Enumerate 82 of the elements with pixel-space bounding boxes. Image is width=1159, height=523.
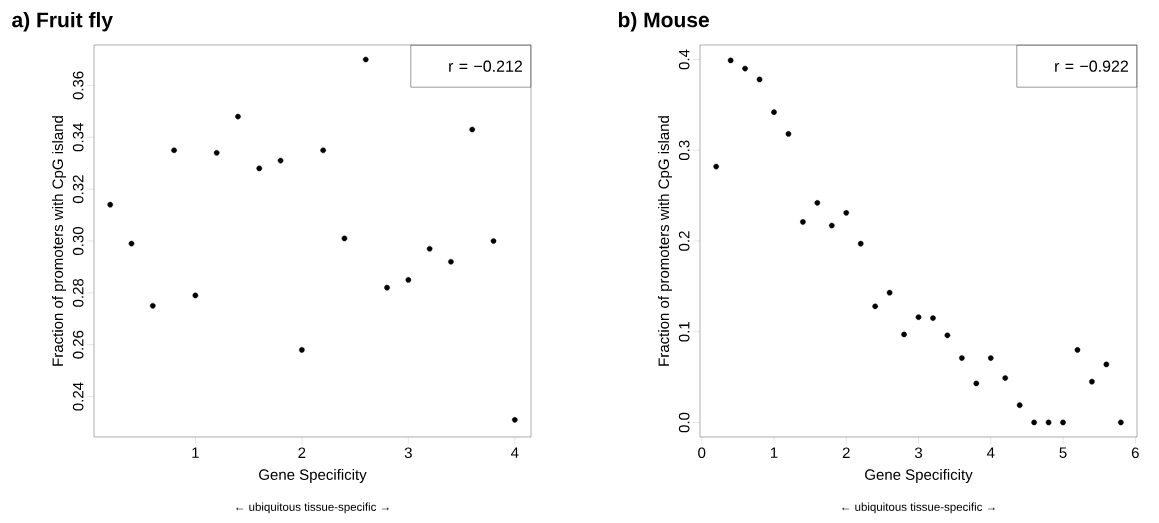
x-axis-title: Gene Specificity	[259, 468, 367, 483]
point	[213, 150, 220, 156]
point	[512, 417, 518, 423]
point	[1118, 419, 1124, 426]
x-tick-label: 4	[511, 447, 519, 458]
point	[299, 347, 305, 353]
point	[713, 163, 719, 170]
point	[814, 200, 821, 206]
point	[362, 56, 369, 63]
point	[771, 109, 777, 115]
point	[756, 76, 763, 83]
point	[426, 245, 433, 252]
y-tick-label: 0.34	[72, 123, 84, 152]
y-tick-label: 0.2	[678, 231, 690, 251]
point	[235, 113, 241, 120]
point	[901, 331, 907, 338]
y-tick-label: 0.30	[72, 226, 84, 255]
point	[1089, 378, 1095, 385]
x-tick-label: 6	[1131, 447, 1139, 459]
x-tick-label: 0	[698, 447, 706, 459]
point	[1031, 419, 1037, 426]
chart-title: b) Mouse	[618, 11, 709, 32]
point	[857, 240, 864, 247]
point	[1060, 419, 1066, 426]
point	[469, 126, 476, 133]
point	[1016, 402, 1023, 409]
x-tick-label: 1	[770, 447, 778, 458]
point	[341, 235, 348, 242]
y-tick-label: 0.1	[678, 322, 690, 342]
y-tick-label: 0.3	[678, 140, 690, 161]
point	[785, 131, 792, 137]
annotation: r = −0.212	[449, 60, 522, 72]
point	[930, 315, 936, 321]
chart-title: a) Fruit fly	[12, 11, 113, 32]
point	[973, 380, 980, 387]
point	[192, 292, 199, 299]
x-tick-label: 1	[192, 447, 199, 458]
x-tick-label: 5	[1059, 447, 1067, 458]
x-tick-label: 3	[404, 447, 412, 459]
point	[959, 355, 965, 361]
y-tick-label: 0.28	[72, 278, 84, 307]
point	[320, 147, 326, 154]
text: ← ubiquitous tissue-specific →	[236, 502, 389, 514]
x-tick-label: 2	[842, 447, 850, 458]
y-tick-label: 0.4	[678, 49, 690, 70]
x-tick-label: 2	[298, 447, 306, 458]
x-tick-label: 4	[986, 447, 995, 458]
y-axis-title: Fraction of promoters with CpG island	[658, 116, 673, 366]
point	[1002, 375, 1009, 381]
x-axis-title: Gene Specificity	[865, 468, 973, 483]
point	[944, 332, 951, 339]
y-tick-label: 0.32	[72, 175, 84, 204]
point	[915, 314, 922, 321]
point	[872, 303, 878, 310]
point	[171, 147, 177, 154]
point	[128, 240, 135, 247]
point	[727, 57, 734, 64]
x-tick-label: 3	[914, 447, 923, 459]
point	[149, 303, 156, 309]
point	[987, 355, 994, 361]
point	[490, 238, 497, 244]
y-axis-title: Fraction of promoters with CpG island	[52, 116, 67, 366]
point	[448, 258, 454, 265]
point	[256, 165, 263, 172]
annotation: r = −0.922	[1055, 60, 1128, 72]
point	[800, 219, 806, 225]
text: ← ubiquitous tissue-specific →	[842, 502, 995, 514]
point	[1074, 347, 1081, 353]
y-tick-label: 0.26	[72, 330, 84, 359]
y-tick-label: 0.0	[678, 412, 690, 433]
point	[742, 65, 748, 72]
point	[1045, 419, 1052, 426]
point	[384, 284, 390, 291]
point	[886, 289, 893, 296]
point	[107, 201, 113, 208]
y-tick-label: 0.24	[72, 382, 84, 411]
point	[843, 210, 850, 216]
point	[277, 157, 284, 164]
point	[829, 222, 835, 229]
point	[405, 277, 412, 283]
point	[1103, 361, 1110, 368]
y-tick-label: 0.36	[72, 71, 84, 100]
